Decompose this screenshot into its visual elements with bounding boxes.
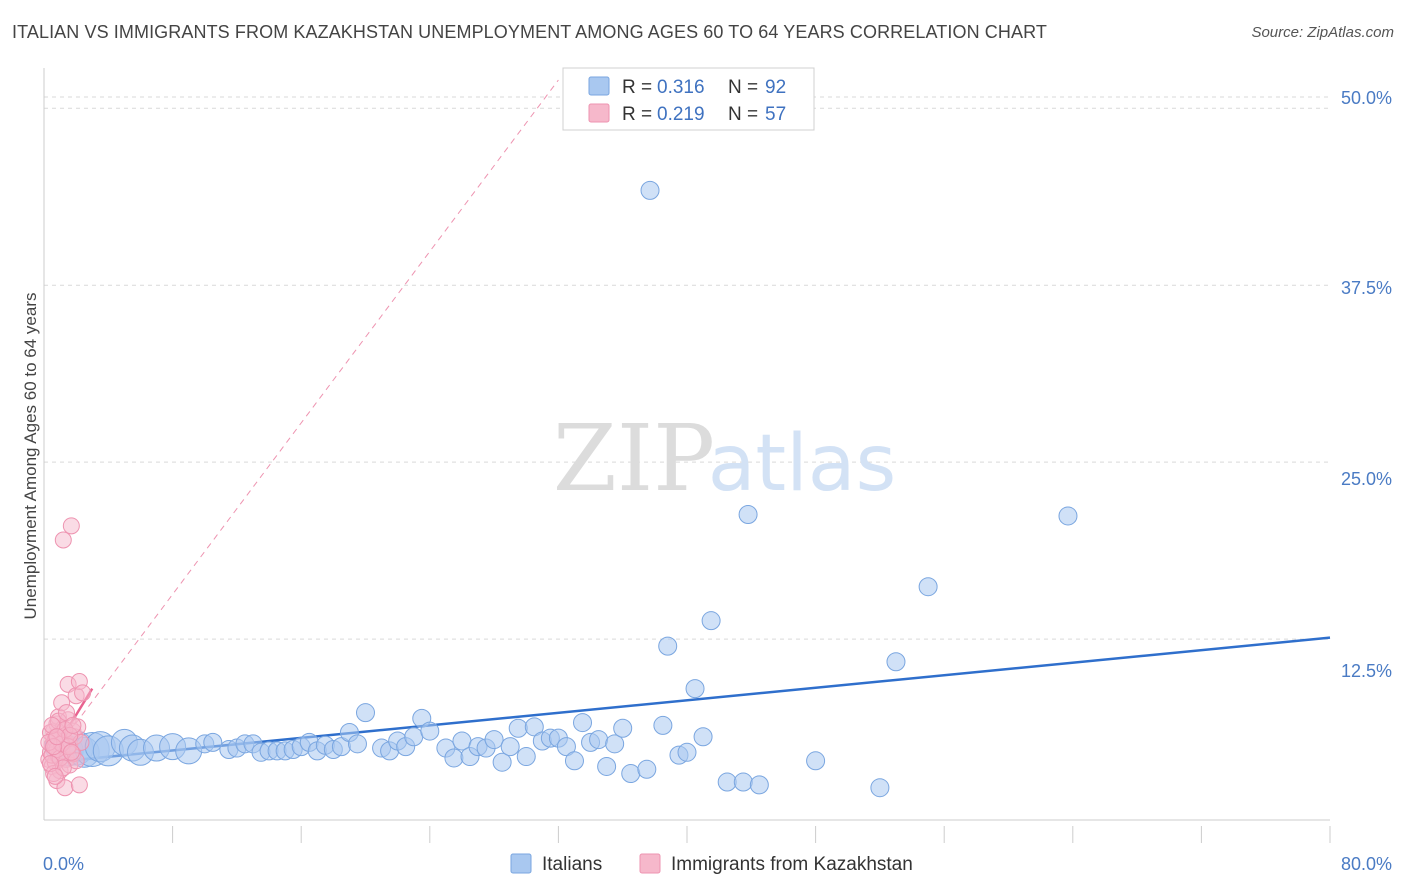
legend: R = 0.316 N = 92 R = 0.219 N = 57 — [562, 67, 815, 131]
y-tick-label-12-5: 12.5% — [1341, 661, 1392, 681]
legend-r-value-1: 0.316 — [657, 77, 705, 98]
italians-point-67 — [658, 636, 678, 656]
italians-point-60 — [597, 756, 617, 776]
italians-point-63 — [621, 764, 641, 784]
kazakhstan-point-56 — [48, 728, 66, 746]
watermark-atlas: atlas — [708, 419, 897, 509]
grid-layer — [44, 96, 1330, 640]
watermark-zip: ZIP — [553, 405, 715, 512]
chart-title: ITALIAN VS IMMIGRANTS FROM KAZAKHSTAN UN… — [12, 22, 1047, 42]
kazakhstan-trend-extension — [48, 79, 559, 760]
italians-point-49 — [508, 718, 528, 738]
y-axis-label: Unemployment Among Ages 60 to 64 years — [21, 293, 40, 620]
italians-point-62 — [613, 718, 633, 738]
kazakhstan-point-50 — [64, 716, 82, 734]
italians-point-70 — [685, 679, 705, 699]
y-tick-label-50: 50.0% — [1341, 88, 1392, 108]
italians-trend-line — [51, 636, 1331, 764]
bottom-legend: Italians Immigrants from Kazakhstan — [510, 853, 913, 875]
italians-point-41 — [444, 748, 464, 768]
italians-point-81 — [1058, 506, 1078, 526]
italians-point-48 — [500, 737, 520, 757]
x-tick-label-max: 80.0% — [1341, 854, 1392, 874]
bottom-legend-label-kazakhstan: Immigrants from Kazakhstan — [671, 854, 913, 875]
italians-point-14 — [203, 732, 223, 752]
italians-point-66 — [653, 715, 673, 735]
italians-point-56 — [564, 751, 584, 771]
italians-point-72 — [701, 611, 721, 631]
kazakhstan-points — [40, 517, 92, 797]
legend-n-value-2: 57 — [765, 104, 786, 125]
legend-r-value-2: 0.219 — [657, 104, 705, 125]
bottom-legend-swatch-kazakhstan — [639, 853, 661, 874]
italians-point-46 — [484, 730, 504, 750]
legend-r-label-1: R = — [622, 77, 657, 98]
bottom-legend-label-italians: Italians — [542, 854, 602, 875]
kazakhstan-point-55 — [46, 767, 64, 785]
bottom-legend-swatch-italians — [510, 853, 532, 874]
italians-point-71 — [693, 727, 713, 747]
chart-source: Source: ZipAtlas.com — [1251, 24, 1394, 41]
italians-point-55 — [556, 737, 576, 757]
italians-point-76 — [749, 775, 769, 795]
italians-point-75 — [738, 505, 758, 525]
legend-n-label-2: N = — [728, 104, 763, 125]
kazakhstan-point-49 — [62, 743, 80, 761]
legend-n-label-1: N = — [728, 77, 763, 98]
legend-swatch-kazakhstan — [588, 103, 610, 123]
italians-point-57 — [573, 713, 593, 733]
italians-point-65 — [640, 180, 660, 200]
italians-point-51 — [524, 717, 544, 737]
italians-point-39 — [420, 721, 440, 741]
x-tick-label-min: 0.0% — [43, 854, 84, 874]
legend-r-label-2: R = — [622, 104, 657, 125]
kazakhstan-point-25 — [62, 517, 80, 535]
axis-layer — [43, 68, 1331, 843]
italians-point-31 — [347, 734, 367, 754]
italians-point-59 — [589, 730, 609, 750]
italians-point-79 — [886, 652, 906, 672]
y-tick-label-25: 25.0% — [1341, 469, 1392, 489]
italians-point-47 — [492, 752, 512, 772]
italians-point-77 — [806, 751, 826, 771]
italians-point-32 — [356, 703, 375, 723]
y-tick-label-37-5: 37.5% — [1341, 278, 1392, 298]
kazakhstan-point-33 — [70, 776, 88, 794]
italians-point-78 — [870, 778, 890, 798]
italians-point-69 — [677, 742, 697, 762]
italians-point-50 — [516, 747, 536, 767]
italians-point-64 — [637, 759, 657, 779]
kazakhstan-point-17 — [54, 531, 72, 549]
italians-point-61 — [605, 734, 625, 754]
italians-point-37 — [404, 727, 424, 747]
legend-n-value-1: 92 — [765, 77, 786, 98]
legend-swatch-italians — [588, 76, 610, 96]
italians-point-73 — [717, 772, 737, 792]
italians-point-80 — [918, 577, 938, 597]
kazakhstan-point-35 — [74, 684, 92, 702]
italians-point-74 — [733, 772, 753, 792]
